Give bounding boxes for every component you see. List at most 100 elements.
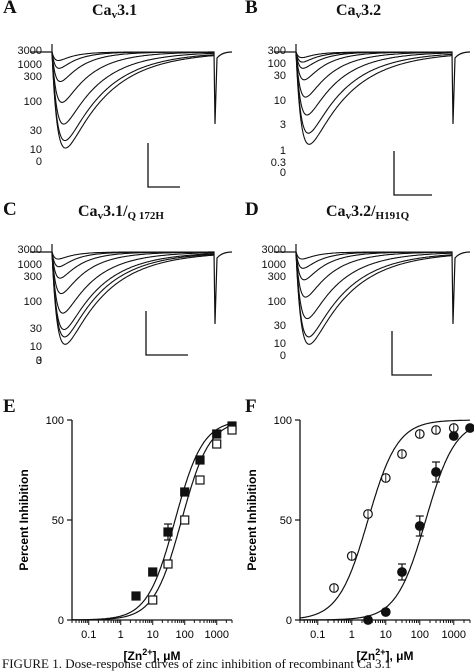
data-point [180,515,190,525]
concentration-label: 0.3 [270,157,286,169]
figure-caption: FIGURE 1. Dose-response curves of zinc i… [2,656,392,671]
concentration-label: 1000 [17,259,42,271]
concentration-label: 3000 [261,244,286,256]
data-point [397,567,407,577]
current-trace [51,251,214,295]
fit-curve [299,419,470,619]
data-point [448,431,459,441]
fit-curve [300,429,471,621]
panel-letter-a: A [3,0,17,18]
tail-current [208,251,233,325]
y-tick-label: 50 [52,515,64,527]
concentration-label: 1000 [17,59,42,71]
data-point [131,591,141,601]
x-tick-label: 0.1 [81,629,96,641]
concentration-label: 0 [279,167,286,179]
panel-title-a: Cav3.1 [92,2,138,21]
concentration-label: 30 [29,323,42,335]
x-tick-label: 10 [380,629,392,641]
concentration-label: 300 [23,71,42,83]
x-tick-label: 1000 [442,629,466,641]
concentration-label: 0 [35,355,42,367]
concentration-label: 1 [279,145,286,157]
x-tick-label: 0.1 [310,629,325,641]
current-trace [295,251,453,338]
data-point [363,615,373,625]
concentration-label: 30 [273,70,286,82]
current-trace [51,251,214,314]
data-point [163,559,173,569]
y-tick-label: 100 [46,415,64,427]
x-tick-label: 1000 [204,629,228,641]
x-axis-label: [Zn2+], μM [124,647,181,663]
data-point [380,607,391,617]
current-trace [51,51,214,103]
current-trace [295,251,452,298]
data-point [465,423,474,433]
current-trace [51,51,214,125]
concentration-label: 3000 [17,45,42,57]
panel-letter-c: C [3,199,17,220]
current-trace [295,251,453,345]
current-trace [295,251,452,281]
x-tick-label: 100 [411,629,429,641]
data-point [227,425,237,435]
current-trace [51,251,214,338]
concentration-label: 100 [23,296,42,308]
concentration-label: 1000 [261,259,286,271]
x-tick-label: 1 [349,629,355,641]
tail-current [446,51,471,125]
panel-letter-f: F [245,396,257,417]
x-tick-label: 10 [147,629,159,641]
panel-title-d: Cav3.2/H191Q [326,203,410,222]
concentration-label: 3000 [17,244,42,256]
y-tick-label: 50 [280,515,292,527]
concentration-label: 10 [273,95,286,107]
concentration-label: 10 [29,341,42,353]
scale-bar [147,143,180,188]
panel-letter-b: B [245,0,258,18]
current-traces-d [274,244,471,376]
concentration-label: 3 [35,355,42,367]
current-trace [295,51,453,145]
scale-bar [393,151,432,196]
current-trace [295,51,453,134]
concentration-label: 100 [267,58,286,70]
current-trace [51,51,215,142]
data-point [195,455,205,465]
y-tick-label: 100 [274,415,292,427]
y-axis-label: Percent Inhibition [17,469,31,570]
concentration-label: 300 [267,271,286,283]
data-point [195,475,205,485]
concentration-label: 100 [267,296,286,308]
panel-title-b: Cav3.2 [336,2,382,21]
y-axis-label: Percent Inhibition [245,469,259,570]
current-trace [51,51,214,83]
concentration-label: 0 [35,156,42,168]
data-point [414,521,425,531]
current-trace [51,51,215,149]
y-tick-label: 0 [286,615,292,627]
current-trace [295,51,453,116]
current-trace [51,251,214,331]
x-axis-label: [Zn2+], μM [357,647,414,663]
data-point [163,527,173,537]
tail-current [446,251,471,325]
concentration-label: 10 [273,338,286,350]
data-point [148,567,158,577]
panel-letter-d: D [245,199,259,220]
data-point [431,467,441,477]
panel-title-c: Cav3.1/Q 172H [78,203,164,222]
data-point [212,439,222,449]
current-trace [295,251,452,320]
data-point [180,487,190,497]
current-traces-c [30,244,233,356]
current-trace [295,51,452,81]
panel-letter-e: E [3,396,16,417]
data-point [148,595,158,605]
concentration-label: 3 [279,119,286,131]
current-traces-b [274,44,471,196]
concentration-label: 10 [29,144,42,156]
concentration-label: 30 [273,320,286,332]
